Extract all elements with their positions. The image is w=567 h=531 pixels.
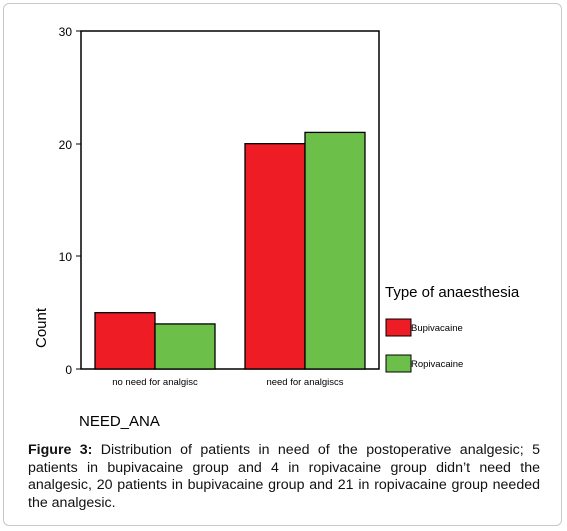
x-tick-label: no need for analgisc [112, 377, 198, 388]
bar-bupivacaine-1 [94, 312, 156, 370]
x-axis-label: NEED_ANA [79, 413, 160, 430]
x-tick-label: need for analgiscs [266, 377, 343, 388]
y-tick-label: 0 [65, 363, 72, 377]
bar-ropivacaine-1 [154, 323, 216, 370]
caption-label: Figure 3: [28, 442, 93, 458]
bar-ropivacaine-2 [304, 131, 366, 370]
y-tick-label: 30 [59, 25, 73, 39]
bar-bupivacaine-2 [244, 143, 306, 370]
legend-label-bupivacaine: Bupivacaine [411, 323, 463, 334]
figure-caption: Figure 3: Distribution of patients in ne… [28, 442, 540, 512]
y-tick-label: 20 [59, 138, 73, 152]
legend-label-ropivacaine: Ropivacaine [411, 359, 463, 370]
legend-title: Type of anaesthesia [385, 284, 520, 301]
legend-swatch-bupivacaine [385, 318, 412, 337]
y-tick-label: 10 [59, 250, 73, 264]
bars-group [94, 131, 366, 370]
plot-area [80, 30, 380, 370]
caption-text: Distribution of patients in need of the … [28, 442, 540, 511]
y-axis-label: Count [33, 307, 50, 348]
legend-swatch-ropivacaine [385, 354, 412, 373]
